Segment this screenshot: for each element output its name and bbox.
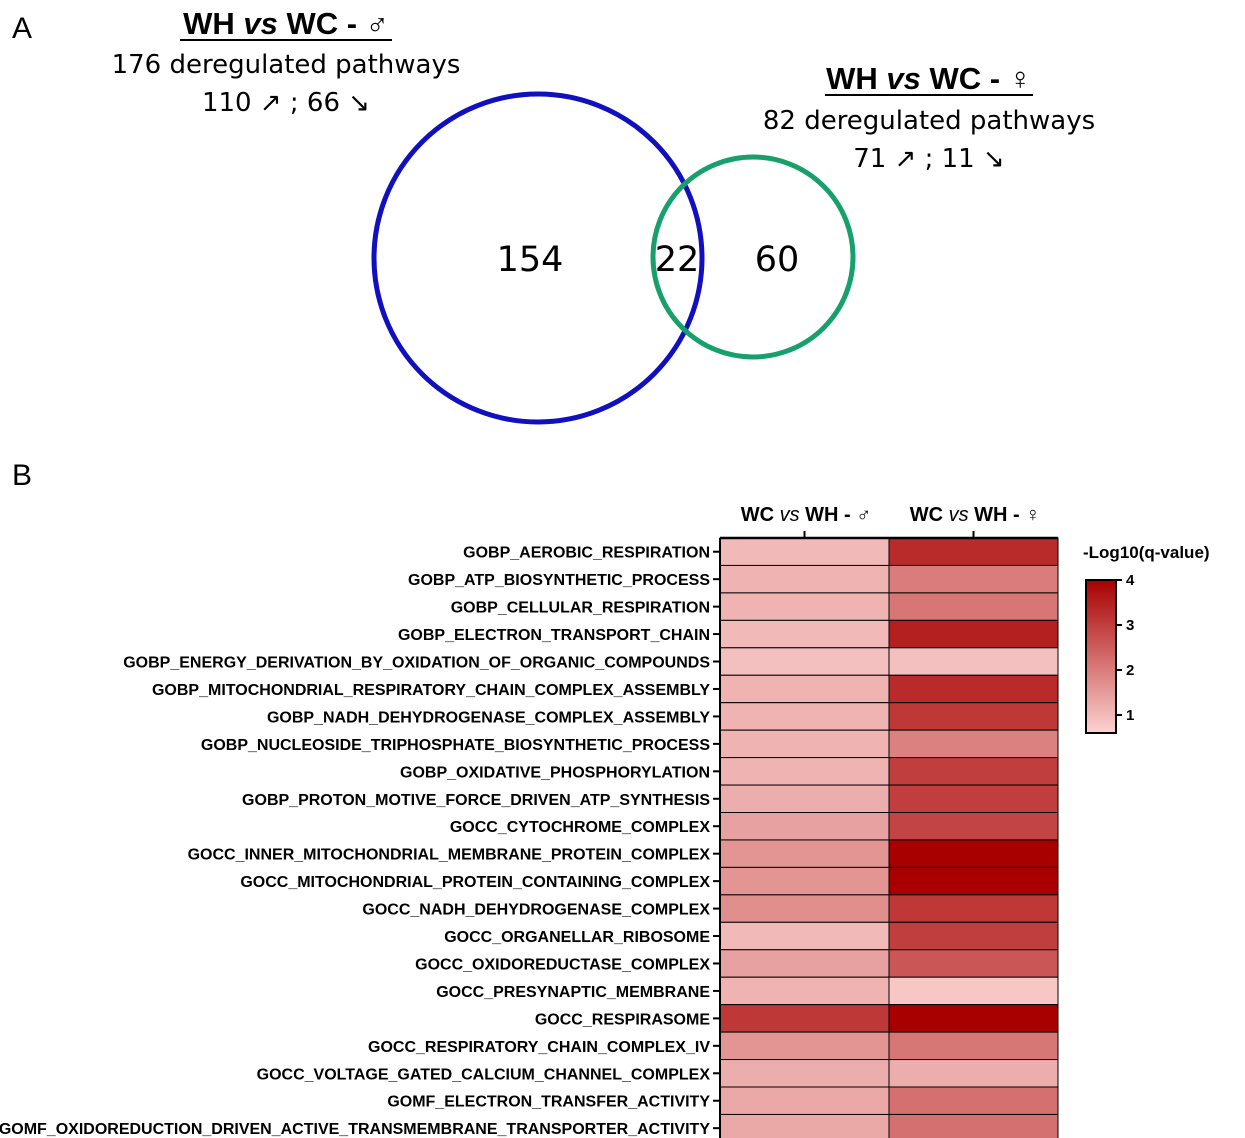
- heatmap-cell: [719, 647, 890, 676]
- row-label: GOBP_ENERGY_DERIVATION_BY_OXIDATION_OF_O…: [123, 655, 710, 672]
- heatmap-cell: [888, 866, 1059, 896]
- colorbar-tick-label: 4: [1126, 572, 1135, 589]
- male-header: WH vs WC - ♂ 176 deregulated pathways 11…: [112, 6, 461, 118]
- row-label: GOCC_ORGANELLAR_RIBOSOME: [444, 929, 710, 946]
- heatmap-cell: [719, 866, 890, 896]
- row-label: GOCC_CYTOCHROME_COMPLEX: [450, 819, 711, 836]
- colorbar-gradient: [1085, 579, 1117, 734]
- row-label: GOBP_NUCLEOSIDE_TRIPHOSPHATE_BIOSYNTHETI…: [201, 737, 710, 754]
- heatmap-cell: [719, 839, 890, 868]
- row-label: GOBP_PROTON_MOTIVE_FORCE_DRIVEN_ATP_SYNT…: [242, 792, 710, 809]
- female-header: WH vs WC - ♀ 82 deregulated pathways 71 …: [763, 61, 1095, 174]
- heatmap-cell: [888, 784, 1059, 813]
- row-label: GOCC_MITOCHONDRIAL_PROTEIN_CONTAINING_CO…: [240, 874, 710, 891]
- panel-a-letter: A: [12, 12, 32, 45]
- heatmap-cell: [719, 729, 890, 759]
- heatmap-cell: [888, 702, 1059, 731]
- heatmap-cell: [719, 894, 890, 923]
- heatmap-cell: [888, 976, 1059, 1006]
- heatmap-cell: [888, 1113, 1059, 1138]
- heatmap-cell: [888, 839, 1059, 868]
- heatmap-cell: [888, 1031, 1059, 1061]
- row-label: GOBP_ELECTRON_TRANSPORT_CHAIN: [398, 627, 710, 644]
- heatmap-cell: [888, 674, 1059, 704]
- row-label: GOMF_ELECTRON_TRANSFER_ACTIVITY: [387, 1094, 710, 1111]
- heatmap: GOBP_AEROBIC_RESPIRATION GOBP_ATP_BIOSYNT…: [0, 531, 1059, 1138]
- row-label: GOMF_OXIDOREDUCTION_DRIVEN_ACTIVE_TRANSM…: [0, 1121, 710, 1138]
- heatmap-cell: [888, 619, 1059, 649]
- colorbar-tick-label: 1: [1126, 707, 1134, 724]
- heatmap-cell: [719, 1031, 890, 1061]
- heatmap-cell: [719, 812, 890, 841]
- heatmap-cell: [888, 812, 1059, 841]
- row-label: GOBP_MITOCHONDRIAL_RESPIRATORY_CHAIN_COM…: [152, 682, 710, 699]
- heatmap-cell: [888, 564, 1059, 594]
- venn-count-female-only: 60: [755, 240, 800, 280]
- male-venn-circle: [371, 91, 705, 425]
- heatmap-cell: [888, 894, 1059, 923]
- row-label: GOCC_OXIDOREDUCTASE_COMPLEX: [415, 956, 710, 973]
- heatmap-cell: [719, 976, 890, 1006]
- heatmap-cell: [719, 1086, 890, 1115]
- heatmap-cell: [719, 537, 890, 566]
- heatmap-cell: [719, 619, 890, 649]
- heatmap-cell: [888, 1004, 1059, 1033]
- row-label: GOBP_NADH_DEHYDROGENASE_COMPLEX_ASSEMBLY: [267, 709, 710, 726]
- male-total: 176 deregulated pathways: [112, 50, 461, 80]
- heatmap-cell: [719, 757, 890, 786]
- row-label: GOBP_ATP_BIOSYNTHETIC_PROCESS: [408, 572, 710, 589]
- colorbar-tick-label: 3: [1126, 617, 1134, 634]
- row-label: GOBP_OXIDATIVE_PHOSPHORYLATION: [400, 764, 710, 781]
- row-label: GOCC_INNER_MITOCHONDRIAL_MEMBRANE_PROTEI…: [188, 847, 711, 864]
- venn-count-overlap: 22: [655, 240, 700, 280]
- heatmap-cell: [719, 1059, 890, 1088]
- heatmap-cell: [888, 537, 1059, 566]
- row-label: GOBP_CELLULAR_RESPIRATION: [451, 600, 710, 617]
- male-updown: 110 ↗ ; 66 ↘: [202, 88, 370, 118]
- heatmap-cell: [719, 1113, 890, 1138]
- heatmap-cell: [719, 592, 890, 621]
- heatmap-cell: [888, 729, 1059, 759]
- female-updown: 71 ↗ ; 11 ↘: [853, 144, 1005, 174]
- female-total: 82 deregulated pathways: [763, 106, 1095, 136]
- heatmap-cell: [719, 702, 890, 731]
- row-label: GOCC_RESPIRATORY_CHAIN_COMPLEX_IV: [368, 1039, 710, 1056]
- venn-count-male-only: 154: [497, 240, 564, 280]
- heatmap-cell: [719, 564, 890, 594]
- colorbar: -Log10(q-value) 1 2 3 4: [1083, 543, 1210, 734]
- colorbar-tick-label: 2: [1126, 662, 1134, 679]
- heatmap-cell: [888, 757, 1059, 786]
- row-label: GOCC_PRESYNAPTIC_MEMBRANE: [436, 984, 710, 1001]
- heatmap-cell: [888, 949, 1059, 978]
- colorbar-ticks: 1 2 3 4: [1116, 572, 1135, 724]
- male-title: WH vs WC - ♂: [183, 6, 389, 41]
- heatmap-cell: [888, 921, 1059, 951]
- row-label: GOCC_NADH_DEHYDROGENASE_COMPLEX: [362, 902, 710, 919]
- heatmap-cell: [888, 1059, 1059, 1088]
- heatmap-cell: [719, 921, 890, 951]
- row-label: GOCC_RESPIRASOME: [535, 1011, 710, 1028]
- heatmap-cell: [719, 949, 890, 978]
- female-title: WH vs WC - ♀: [826, 61, 1032, 96]
- heatmap-cell: [719, 1004, 890, 1033]
- heatmap-cell: [719, 784, 890, 813]
- column-label-male: WC vs WH - ♂: [741, 504, 872, 526]
- heatmap-cell: [888, 1086, 1059, 1115]
- column-label-female: WC vs WH - ♀: [910, 504, 1041, 526]
- row-label: GOCC_VOLTAGE_GATED_CALCIUM_CHANNEL_COMPL…: [257, 1066, 711, 1083]
- heatmap-cell: [888, 647, 1059, 676]
- heatmap-cell: [888, 592, 1059, 621]
- colorbar-title: -Log10(q-value): [1083, 543, 1210, 562]
- heatmap-cell: [719, 674, 890, 704]
- female-venn-circle: [650, 154, 856, 360]
- panel-b-letter: B: [12, 459, 32, 492]
- row-label: GOBP_AEROBIC_RESPIRATION: [463, 545, 710, 562]
